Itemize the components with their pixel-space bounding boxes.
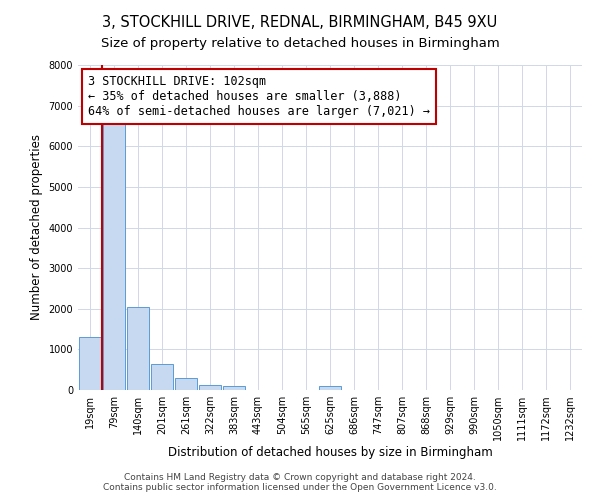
Bar [127, 306, 149, 390]
Text: Size of property relative to detached houses in Birmingham: Size of property relative to detached ho… [101, 38, 499, 51]
Bar [223, 386, 245, 390]
Y-axis label: Number of detached properties: Number of detached properties [30, 134, 43, 320]
Bar [151, 364, 173, 390]
Text: 3, STOCKHILL DRIVE, REDNAL, BIRMINGHAM, B45 9XU: 3, STOCKHILL DRIVE, REDNAL, BIRMINGHAM, … [103, 15, 497, 30]
Bar [79, 337, 101, 390]
Text: Contains HM Land Registry data © Crown copyright and database right 2024.
Contai: Contains HM Land Registry data © Crown c… [103, 473, 497, 492]
X-axis label: Distribution of detached houses by size in Birmingham: Distribution of detached houses by size … [167, 446, 493, 459]
Bar [175, 378, 197, 390]
Bar [199, 384, 221, 390]
Bar [319, 386, 341, 390]
Text: 3 STOCKHILL DRIVE: 102sqm
← 35% of detached houses are smaller (3,888)
64% of se: 3 STOCKHILL DRIVE: 102sqm ← 35% of detac… [88, 74, 430, 118]
Bar [103, 122, 125, 390]
